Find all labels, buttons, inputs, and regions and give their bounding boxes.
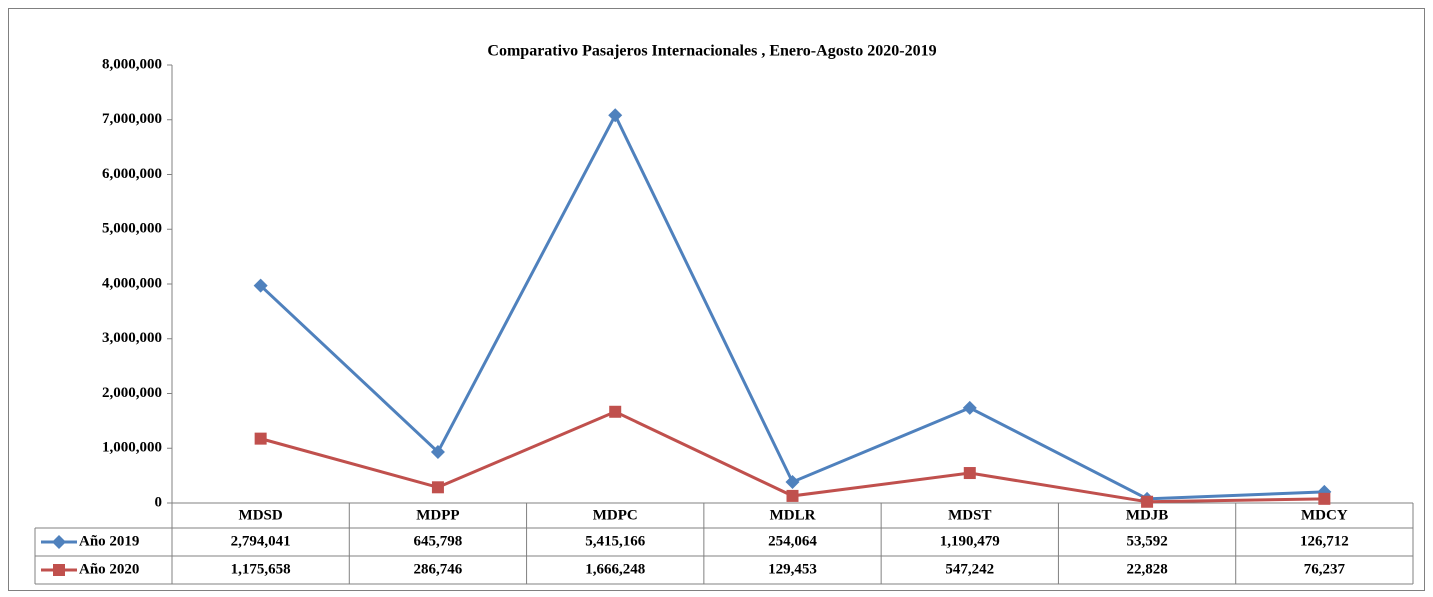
table-value: 76,237 (1304, 561, 1346, 577)
x-tick-label: MDPP (416, 507, 459, 523)
table-value: 1,190,479 (940, 533, 1000, 549)
marker (253, 278, 268, 293)
marker (1318, 492, 1331, 505)
legend-marker (53, 564, 65, 576)
marker (608, 108, 623, 123)
table-value: 53,592 (1126, 533, 1167, 549)
x-tick-label: MDJB (1126, 507, 1169, 523)
y-tick-label: 0 (155, 494, 163, 510)
y-tick-label: 3,000,000 (102, 330, 162, 346)
table-value: 126,712 (1300, 533, 1349, 549)
x-tick-label: MDCY (1301, 507, 1348, 523)
chart-title: Comparativo Pasajeros Internacionales , … (487, 43, 936, 60)
marker (785, 475, 800, 490)
legend-label: Año 2020 (79, 561, 139, 577)
y-tick-label: 7,000,000 (102, 111, 162, 127)
marker (431, 481, 444, 494)
table-value: 129,453 (768, 561, 817, 577)
marker (430, 444, 445, 459)
y-tick-label: 2,000,000 (102, 385, 162, 401)
table-value: 1,175,658 (231, 561, 291, 577)
chart-border (8, 8, 1425, 591)
y-tick-label: 5,000,000 (102, 221, 162, 237)
marker (1141, 495, 1154, 508)
table-value: 2,794,041 (231, 533, 291, 549)
marker (963, 467, 976, 480)
table-value: 645,798 (414, 533, 463, 549)
marker (786, 489, 799, 502)
y-tick-label: 1,000,000 (102, 440, 162, 456)
x-tick-label: MDPC (593, 507, 638, 523)
table-value: 547,242 (945, 561, 994, 577)
x-tick-label: MDST (948, 507, 991, 523)
marker (254, 432, 267, 445)
table-value: 5,415,166 (585, 533, 646, 549)
legend-label: Año 2019 (79, 533, 139, 549)
x-tick-label: MDSD (239, 507, 283, 523)
legend-marker (52, 535, 66, 549)
table-value: 286,746 (414, 561, 463, 577)
table-value: 22,828 (1126, 561, 1167, 577)
x-tick-label: MDLR (770, 507, 816, 523)
marker (962, 400, 977, 415)
marker (609, 405, 622, 418)
table-value: 254,064 (768, 533, 817, 549)
table-value: 1,666,248 (585, 561, 645, 577)
y-tick-label: 6,000,000 (102, 166, 162, 182)
y-tick-label: 4,000,000 (102, 275, 162, 291)
y-tick-label: 8,000,000 (102, 56, 162, 72)
